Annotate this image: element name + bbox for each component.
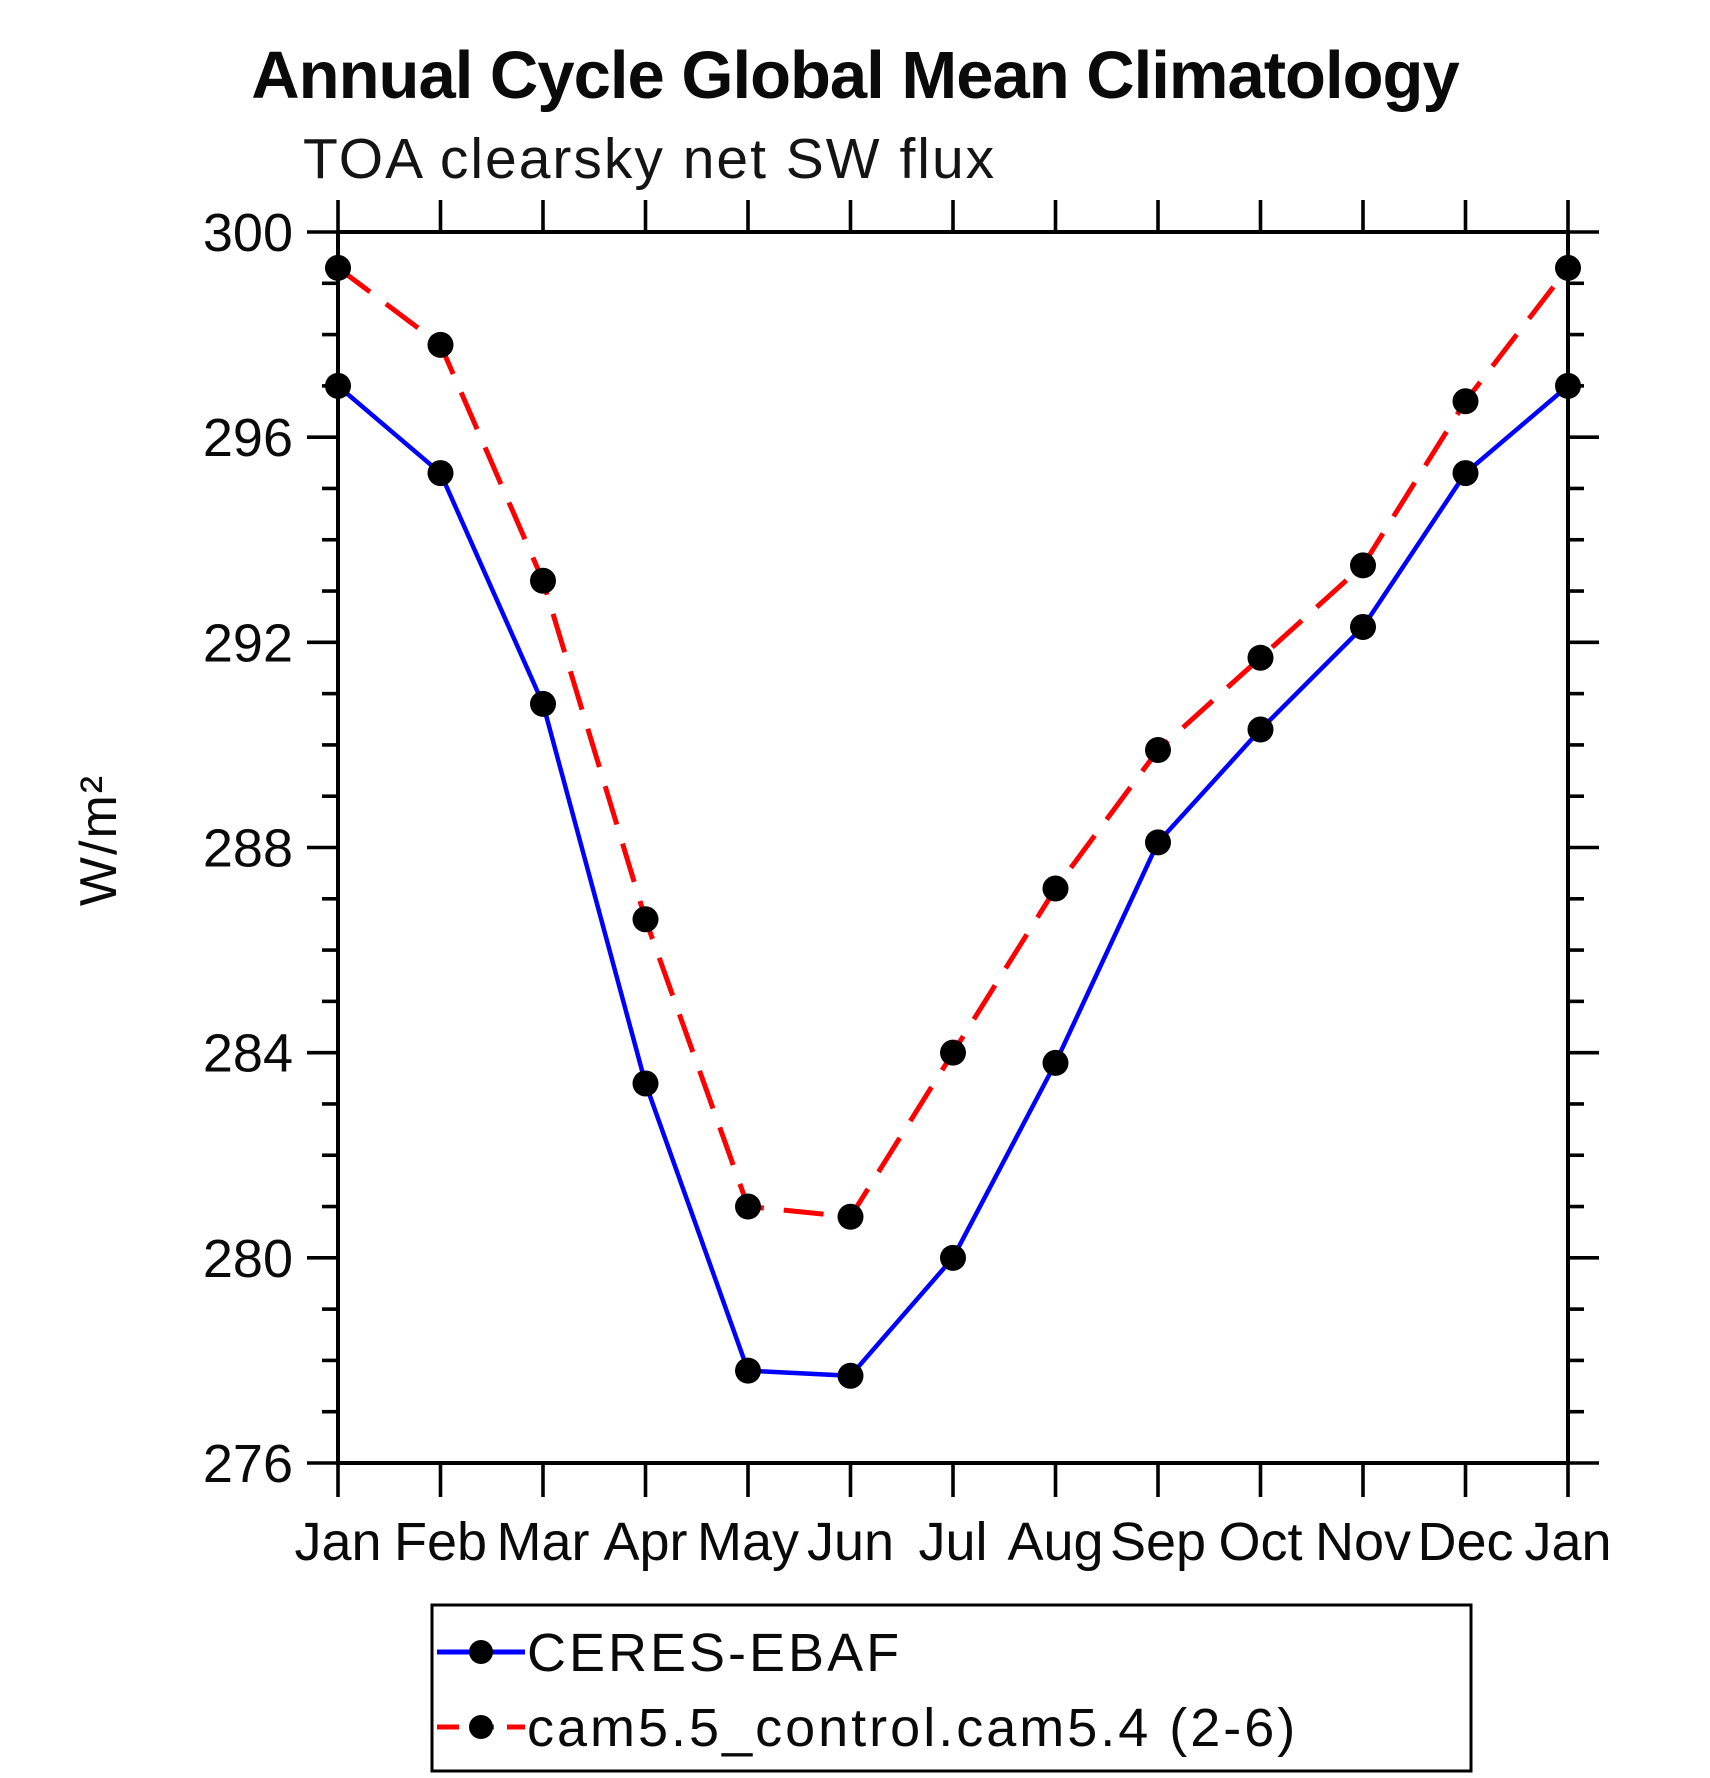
- data-point-cam5-5-control-cam5-4-2-6-feb-1: [427, 331, 454, 358]
- data-point-cam5-5-control-cam5-4-2-6-jun-5: [837, 1203, 864, 1230]
- data-point-ceres-ebaf-oct-9: [1247, 716, 1274, 743]
- data-point-ceres-ebaf-jan-12: [1555, 372, 1581, 399]
- x-tick-label: Oct: [1218, 1512, 1302, 1572]
- x-tick-label: Jul: [918, 1512, 987, 1572]
- data-point-cam5-5-control-cam5-4-2-6-may-4: [735, 1193, 761, 1220]
- x-tick-label: Jan: [1524, 1512, 1611, 1572]
- x-tick-label: Jan: [294, 1512, 381, 1572]
- x-tick-label: Mar: [497, 1512, 590, 1572]
- data-point-cam5-5-control-cam5-4-2-6-dec-11: [1452, 388, 1479, 415]
- data-point-ceres-ebaf-jul-6: [940, 1244, 966, 1271]
- x-tick-label: Apr: [603, 1512, 687, 1572]
- data-point-ceres-ebaf-nov-10: [1350, 613, 1376, 640]
- legend-label-ceres-ebaf: CERES-EBAF: [527, 1623, 902, 1683]
- data-point-cam5-5-control-cam5-4-2-6-oct-9: [1247, 644, 1274, 671]
- y-tick-label: 284: [203, 1024, 293, 1084]
- x-tick-label: May: [697, 1512, 799, 1572]
- data-point-cam5-5-control-cam5-4-2-6-mar-2: [530, 567, 556, 594]
- legend: CERES-EBAF cam5.5_control.cam5.4 (2-6): [430, 1603, 1473, 1773]
- legend-label-cam5-5-control-cam5-4-2-6: cam5.5_control.cam5.4 (2-6): [527, 1698, 1298, 1758]
- data-point-ceres-ebaf-jun-5: [837, 1362, 864, 1389]
- data-point-cam5-5-control-cam5-4-2-6-jul-6: [940, 1039, 966, 1066]
- data-point-cam5-5-control-cam5-4-2-6-apr-3: [632, 906, 659, 933]
- y-tick-label: 296: [203, 408, 293, 468]
- y-tick-label: 276: [203, 1434, 293, 1494]
- y-axis-label: W/m²: [70, 774, 128, 906]
- x-tick-label: Aug: [1007, 1512, 1103, 1572]
- chart-title: Annual Cycle Global Mean Climatology: [251, 38, 1459, 113]
- legend-marker-cam5-5-control-cam5-4-2-6: [469, 1715, 493, 1739]
- data-point-ceres-ebaf-mar-2: [530, 690, 556, 717]
- x-tick-label: Nov: [1315, 1512, 1411, 1572]
- legend-box: [430, 1603, 1473, 1773]
- data-point-ceres-ebaf-feb-1: [427, 460, 454, 487]
- y-tick-label: 300: [203, 203, 293, 263]
- data-point-cam5-5-control-cam5-4-2-6-aug-7: [1042, 875, 1069, 902]
- legend-marker-ceres-ebaf: [469, 1640, 493, 1664]
- data-point-ceres-ebaf-dec-11: [1452, 460, 1479, 487]
- y-tick-label: 288: [203, 819, 293, 879]
- data-point-cam5-5-control-cam5-4-2-6-jan-0: [325, 254, 351, 281]
- y-tick-label: 280: [203, 1229, 293, 1289]
- x-tick-label: Dec: [1417, 1512, 1513, 1572]
- x-tick-label: Jun: [807, 1512, 894, 1572]
- data-point-ceres-ebaf-apr-3: [632, 1070, 659, 1097]
- chart-subtitle: TOA clearsky net SW flux: [303, 127, 996, 191]
- data-point-cam5-5-control-cam5-4-2-6-nov-10: [1350, 552, 1376, 579]
- data-point-ceres-ebaf-aug-7: [1042, 1049, 1069, 1076]
- data-point-ceres-ebaf-sep-8: [1145, 829, 1171, 856]
- data-point-ceres-ebaf-jan-0: [325, 372, 351, 399]
- data-point-ceres-ebaf-may-4: [735, 1357, 761, 1384]
- x-tick-label: Sep: [1110, 1512, 1206, 1572]
- series-line-cam5-5-control-cam5-4-2-6: [336, 265, 1570, 1220]
- x-tick-label: Feb: [394, 1512, 487, 1572]
- y-tick-label: 292: [203, 613, 293, 673]
- data-point-cam5-5-control-cam5-4-2-6-sep-8: [1145, 737, 1171, 764]
- plot-frame: [336, 230, 1570, 1465]
- data-point-cam5-5-control-cam5-4-2-6-jan-12: [1555, 254, 1581, 281]
